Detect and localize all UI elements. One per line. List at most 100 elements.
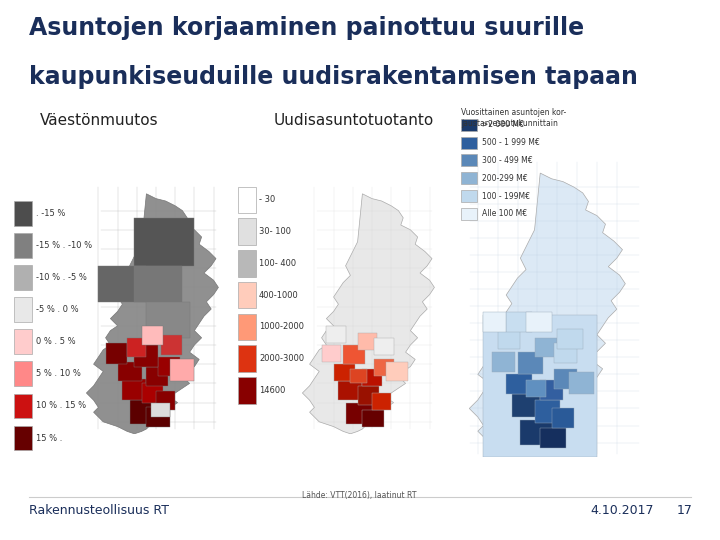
FancyBboxPatch shape bbox=[506, 312, 531, 332]
Text: 30- 100: 30- 100 bbox=[259, 227, 291, 236]
Bar bbox=[461, 172, 477, 184]
FancyBboxPatch shape bbox=[322, 345, 341, 362]
FancyBboxPatch shape bbox=[484, 312, 506, 332]
Text: 500 - 1 999 M€: 500 - 1 999 M€ bbox=[482, 138, 539, 147]
Bar bbox=[14, 361, 32, 386]
Bar bbox=[14, 265, 32, 290]
Bar bbox=[461, 154, 477, 166]
Bar bbox=[238, 314, 256, 340]
Text: 400-1000: 400-1000 bbox=[259, 291, 299, 300]
FancyBboxPatch shape bbox=[506, 374, 531, 394]
Bar bbox=[14, 201, 32, 226]
Bar bbox=[461, 137, 477, 148]
FancyBboxPatch shape bbox=[117, 362, 142, 381]
Text: Asuntojen korjaaminen painottuu suurille: Asuntojen korjaaminen painottuu suurille bbox=[29, 16, 584, 40]
FancyBboxPatch shape bbox=[362, 410, 384, 427]
Bar bbox=[238, 345, 256, 372]
Text: 14600: 14600 bbox=[259, 386, 285, 395]
FancyBboxPatch shape bbox=[372, 393, 391, 410]
FancyBboxPatch shape bbox=[343, 345, 365, 364]
Text: 100- 400: 100- 400 bbox=[259, 259, 296, 268]
Text: kaupunkiseuduille uudisrakentamisen tapaan: kaupunkiseuduille uudisrakentamisen tapa… bbox=[29, 65, 638, 89]
Text: 17: 17 bbox=[677, 504, 693, 517]
FancyBboxPatch shape bbox=[106, 342, 127, 364]
FancyBboxPatch shape bbox=[534, 400, 560, 423]
FancyBboxPatch shape bbox=[526, 312, 552, 332]
Text: 10 % . 15 %: 10 % . 15 % bbox=[36, 401, 86, 410]
FancyBboxPatch shape bbox=[158, 357, 180, 376]
Text: -5 % . 0 %: -5 % . 0 % bbox=[36, 305, 78, 314]
FancyBboxPatch shape bbox=[135, 345, 158, 367]
FancyBboxPatch shape bbox=[346, 403, 374, 424]
FancyBboxPatch shape bbox=[540, 380, 563, 400]
FancyBboxPatch shape bbox=[374, 338, 394, 355]
FancyBboxPatch shape bbox=[122, 379, 146, 400]
Text: 15 % .: 15 % . bbox=[36, 434, 62, 442]
FancyBboxPatch shape bbox=[362, 369, 382, 386]
Text: >2 000 M€: >2 000 M€ bbox=[482, 120, 523, 129]
FancyBboxPatch shape bbox=[554, 343, 577, 363]
FancyBboxPatch shape bbox=[534, 338, 557, 357]
Bar bbox=[238, 218, 256, 245]
FancyBboxPatch shape bbox=[518, 352, 543, 374]
Text: Rakennusteollisuus RT: Rakennusteollisuus RT bbox=[29, 504, 168, 517]
Text: 0 % . 5 %: 0 % . 5 % bbox=[36, 338, 76, 346]
FancyBboxPatch shape bbox=[146, 407, 171, 427]
FancyBboxPatch shape bbox=[374, 360, 394, 376]
Bar bbox=[238, 282, 256, 308]
Bar bbox=[14, 394, 32, 418]
FancyBboxPatch shape bbox=[338, 381, 362, 400]
Polygon shape bbox=[469, 173, 625, 457]
Text: -10 % . -5 %: -10 % . -5 % bbox=[36, 273, 86, 282]
FancyBboxPatch shape bbox=[387, 362, 408, 381]
FancyBboxPatch shape bbox=[540, 428, 566, 448]
FancyBboxPatch shape bbox=[142, 326, 163, 345]
FancyBboxPatch shape bbox=[142, 383, 163, 403]
Polygon shape bbox=[302, 194, 434, 434]
FancyBboxPatch shape bbox=[127, 338, 146, 357]
FancyBboxPatch shape bbox=[135, 218, 194, 266]
FancyBboxPatch shape bbox=[333, 364, 355, 381]
Bar bbox=[14, 233, 32, 258]
FancyBboxPatch shape bbox=[512, 394, 540, 417]
Text: - 30: - 30 bbox=[259, 195, 275, 205]
Text: Väestönmuutos: Väestönmuutos bbox=[40, 113, 158, 129]
FancyBboxPatch shape bbox=[130, 400, 158, 424]
Bar bbox=[238, 250, 256, 277]
Text: . -15 %: . -15 % bbox=[36, 209, 65, 218]
Text: 4.10.2017: 4.10.2017 bbox=[590, 504, 654, 517]
FancyBboxPatch shape bbox=[521, 420, 554, 446]
FancyBboxPatch shape bbox=[156, 390, 175, 410]
FancyBboxPatch shape bbox=[146, 302, 189, 338]
FancyBboxPatch shape bbox=[358, 386, 379, 405]
Text: Uudisasuntotuotanto: Uudisasuntotuotanto bbox=[274, 113, 434, 129]
Text: 100 - 199M€: 100 - 199M€ bbox=[482, 192, 529, 200]
FancyBboxPatch shape bbox=[498, 329, 521, 349]
Text: 300 - 499 M€: 300 - 499 M€ bbox=[482, 156, 532, 165]
FancyBboxPatch shape bbox=[171, 360, 194, 381]
FancyBboxPatch shape bbox=[526, 380, 546, 397]
Polygon shape bbox=[86, 194, 218, 434]
Text: Vuosittainen asuntojen kor-
jaustarveseutukunnittain: Vuosittainen asuntojen kor- jaustarveseu… bbox=[461, 108, 566, 128]
FancyBboxPatch shape bbox=[146, 367, 168, 386]
Bar bbox=[461, 119, 477, 131]
Bar bbox=[14, 298, 32, 322]
FancyBboxPatch shape bbox=[358, 333, 377, 350]
FancyBboxPatch shape bbox=[569, 372, 594, 394]
Text: -15 % . -10 %: -15 % . -10 % bbox=[36, 241, 92, 250]
FancyBboxPatch shape bbox=[99, 266, 146, 302]
Bar bbox=[461, 208, 477, 220]
Bar bbox=[238, 377, 256, 404]
Text: Lähde: VTT(2016), laatinut RT: Lähde: VTT(2016), laatinut RT bbox=[302, 491, 417, 501]
Bar bbox=[238, 187, 256, 213]
FancyBboxPatch shape bbox=[557, 329, 582, 349]
FancyBboxPatch shape bbox=[492, 352, 515, 372]
Bar bbox=[14, 329, 32, 354]
Text: 2000-3000: 2000-3000 bbox=[259, 354, 304, 363]
FancyBboxPatch shape bbox=[552, 408, 575, 428]
Text: 1000-2000: 1000-2000 bbox=[259, 322, 304, 332]
FancyBboxPatch shape bbox=[484, 315, 597, 457]
Text: 5 % . 10 %: 5 % . 10 % bbox=[36, 369, 81, 379]
Text: Alle 100 M€: Alle 100 M€ bbox=[482, 210, 526, 218]
FancyBboxPatch shape bbox=[326, 326, 346, 342]
